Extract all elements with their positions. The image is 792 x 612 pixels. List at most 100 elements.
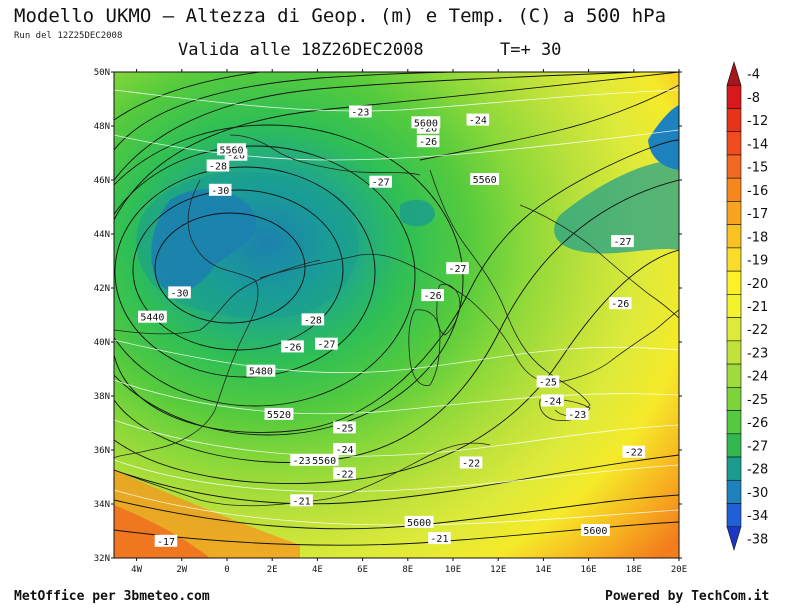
map-frame [113,71,680,559]
height-label-bg [470,173,500,185]
balkan-cold-region [554,160,679,254]
colorbar-boxes [726,60,742,552]
temperature-isotherms [114,89,679,526]
lat-label: 36N [94,446,110,456]
temperature-label: -23 [568,410,586,421]
lon-label: 20E [671,565,687,575]
lat-label: 50N [94,68,110,78]
temperature-label: -26 [424,291,442,302]
iberia-north-coast [114,259,321,335]
temperature-label-bg [168,286,191,299]
colorbar-box [726,410,742,435]
height-label: 5440 [140,313,164,324]
temperature-label: -21 [293,496,311,507]
contour-5540 [114,249,679,485]
lat-label: 42N [94,284,110,294]
lat-label: 44N [94,230,110,240]
alps-border [229,134,421,176]
temperature-label-bg [611,235,634,248]
colorbar-label: -16 [747,184,768,199]
colorbar-labels: -4 -8 -12 -14 -15 -16 -17 -18 -19 -20 -21 -22 -23 -24… [747,68,768,548]
lat-label: 46N [94,176,110,186]
lon-label: 16E [580,565,596,575]
lat-label: 32N [94,554,110,564]
temperature-label: -26 [419,137,437,148]
temperature-label: -23 [293,456,311,467]
temperature-label-bg [541,394,564,407]
longitude-labels: 4W 2W 0 2E 4E 6E 8E 10E 12E 14E 16E 18E 20E [131,565,687,575]
contour-5540-north [114,72,679,221]
temperature-label: -24 [543,396,561,407]
isotherm-25 [114,339,679,374]
colorbar-label: -38 [747,532,768,547]
colorbar-label: -27 [747,439,768,454]
contour-5560 [114,454,679,505]
temperature-field [114,72,679,558]
colorbar-box [726,294,742,318]
height-label-bg [264,407,294,420]
temperature-label-bg [446,262,469,275]
alpine-cold-pocket [400,199,435,227]
axis-ticks [111,69,682,561]
temperature-label: -28 [304,315,322,326]
temperature-label-bg [466,113,490,126]
chart-title: Modello UKMO — Altezza di Geop. (m) e Te… [14,5,667,27]
temperature-label-bg [208,183,232,196]
colorbar-label: -22 [747,323,768,338]
temperature-label: -27 [448,264,466,275]
lon-label: 14E [535,565,551,575]
temperature-label-bg [608,297,632,310]
temperature-label: -26 [419,124,437,135]
colorbar-box [726,84,742,109]
temperature-label: -27 [372,178,390,189]
colorbar-box [726,363,742,388]
height-label-bg [309,453,339,466]
temperature-label: -30 [171,288,189,299]
height-label: 5600 [414,118,438,129]
temperature-label-bg [459,456,483,469]
isotherm-23-south [114,419,679,457]
colorbar-box [726,340,742,365]
isotherm-23 [114,89,679,112]
colorbar-box [726,177,742,202]
colorbar-label: -4 [747,68,760,83]
colorbar-box [726,108,742,133]
height-label: 5600 [583,526,607,537]
contour-5440 [114,166,376,378]
footer-source: MetOffice per 3bmeteo.com [14,589,210,604]
height-label: 5560 [219,145,243,156]
lon-label: 0 [224,565,229,575]
colorbar-label: -19 [747,254,768,269]
lat-label: 38N [94,392,110,402]
italy-coast [429,169,591,416]
temperature-label-bg [349,105,372,118]
colorbar-box [726,433,742,458]
contour-5500 [114,139,679,433]
forecast-step: T=+ 30 [500,40,562,60]
temperature-label-bg [622,445,646,458]
contour-5460 [114,145,416,407]
temperature-label: -21 [430,534,448,545]
temperature-label-bg [290,453,313,466]
lon-label: 4E [312,565,323,575]
temperature-label: -17 [157,537,175,548]
map-field: -23-24-26-26-26-28-30-27-27-27-26-26-30-… [114,72,679,558]
colorbar-label: -25 [747,393,768,408]
colorbar-label: -20 [747,277,768,292]
temperature-label-bg [333,421,356,434]
lon-label: 2E [267,565,278,575]
lon-label: 18E [626,565,642,575]
contour-5400 [154,212,306,324]
minus-30-east-region [648,105,679,170]
coastlines [114,134,679,507]
contour-5520 [114,179,679,463]
contour-5560-north [114,72,641,181]
colorbar-box [726,456,742,481]
contour-5480 [114,124,464,436]
temperature-label: -22 [335,469,353,480]
height-label: 5520 [267,410,291,421]
contour-5420 [132,189,344,351]
height-label-bg [138,310,167,323]
temperature-label: -27 [317,340,335,351]
